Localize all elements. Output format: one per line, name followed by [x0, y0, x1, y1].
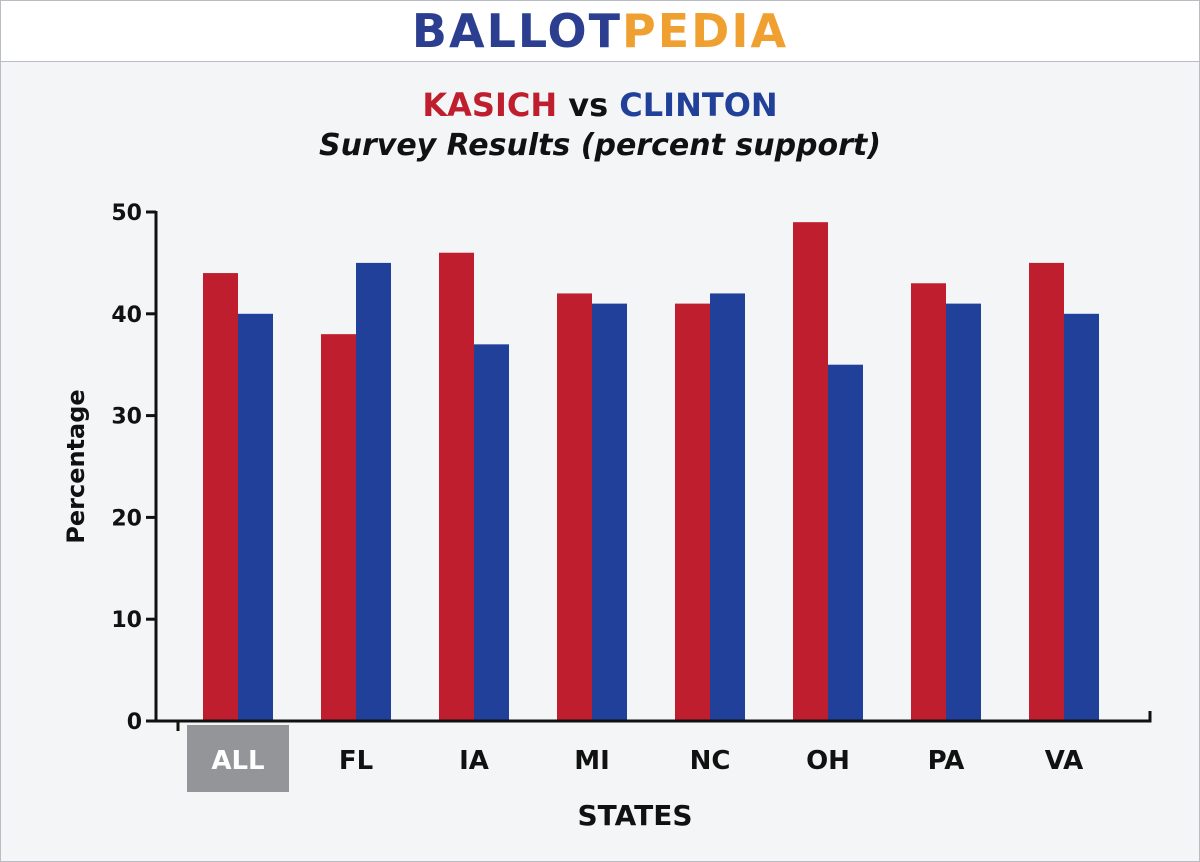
y-tick-label: 20 — [111, 506, 142, 531]
bar-clinton-all — [238, 313, 273, 721]
bar-clinton-fl — [356, 262, 391, 721]
bar-clinton-mi — [592, 303, 627, 721]
header-banner: BALLOTPEDIA — [1, 1, 1199, 62]
y-tick-label: 10 — [111, 608, 142, 633]
category-label: PA — [928, 746, 965, 776]
category-label: VA — [1045, 746, 1083, 776]
x-axis-title-group: STATES — [578, 799, 693, 832]
bar-kasich-mi — [557, 293, 592, 721]
bar-kasich-pa — [911, 283, 946, 721]
bar-clinton-pa — [946, 303, 981, 721]
bar-kasich-va — [1029, 262, 1064, 721]
bar-clinton-oh — [828, 364, 863, 721]
category-label: OH — [806, 746, 850, 776]
y-axis-title: Percentage — [62, 389, 90, 543]
x-axis-title: STATES — [578, 799, 693, 832]
chart-title: KASICH vs CLINTON — [0, 86, 1200, 124]
ballotpedia-logo[interactable]: BALLOTPEDIA — [412, 5, 788, 57]
title-clinton: CLINTON — [619, 86, 778, 124]
y-axis-title-group: Percentage — [62, 389, 90, 543]
bar-kasich-all — [203, 273, 238, 721]
bar-kasich-nc — [675, 303, 710, 721]
bar-kasich-ia — [439, 252, 474, 721]
bar-clinton-ia — [474, 344, 509, 721]
bars-group — [203, 222, 1099, 721]
y-tick-label: 0 — [127, 710, 142, 735]
title-vs: vs — [568, 86, 609, 124]
category-label: NC — [690, 746, 731, 776]
highlight-box — [187, 725, 289, 792]
bar-clinton-va — [1064, 313, 1099, 721]
bar-clinton-nc — [710, 293, 745, 721]
category-label: MI — [574, 746, 610, 776]
bar-kasich-fl — [321, 334, 356, 721]
x-axis-categories: ALL FL IA MI NC OH PA VA — [187, 725, 1083, 792]
category-label: ALL — [211, 746, 264, 776]
logo-part-ballot: BALLOT — [411, 4, 623, 58]
bar-kasich-oh — [793, 222, 828, 721]
y-tick-label: 40 — [111, 303, 142, 328]
y-tick-label: 50 — [111, 201, 142, 226]
category-label: FL — [339, 746, 373, 776]
title-kasich: KASICH — [422, 86, 558, 124]
category-label: IA — [459, 746, 489, 776]
axes-group — [154, 211, 1152, 731]
logo-part-pedia: PEDIA — [622, 4, 789, 58]
y-tick-label: 30 — [111, 405, 142, 430]
chart-subtitle: Survey Results (percent support) — [319, 128, 881, 163]
y-axis-ticks: 0 10 20 30 40 50 — [111, 201, 156, 735]
